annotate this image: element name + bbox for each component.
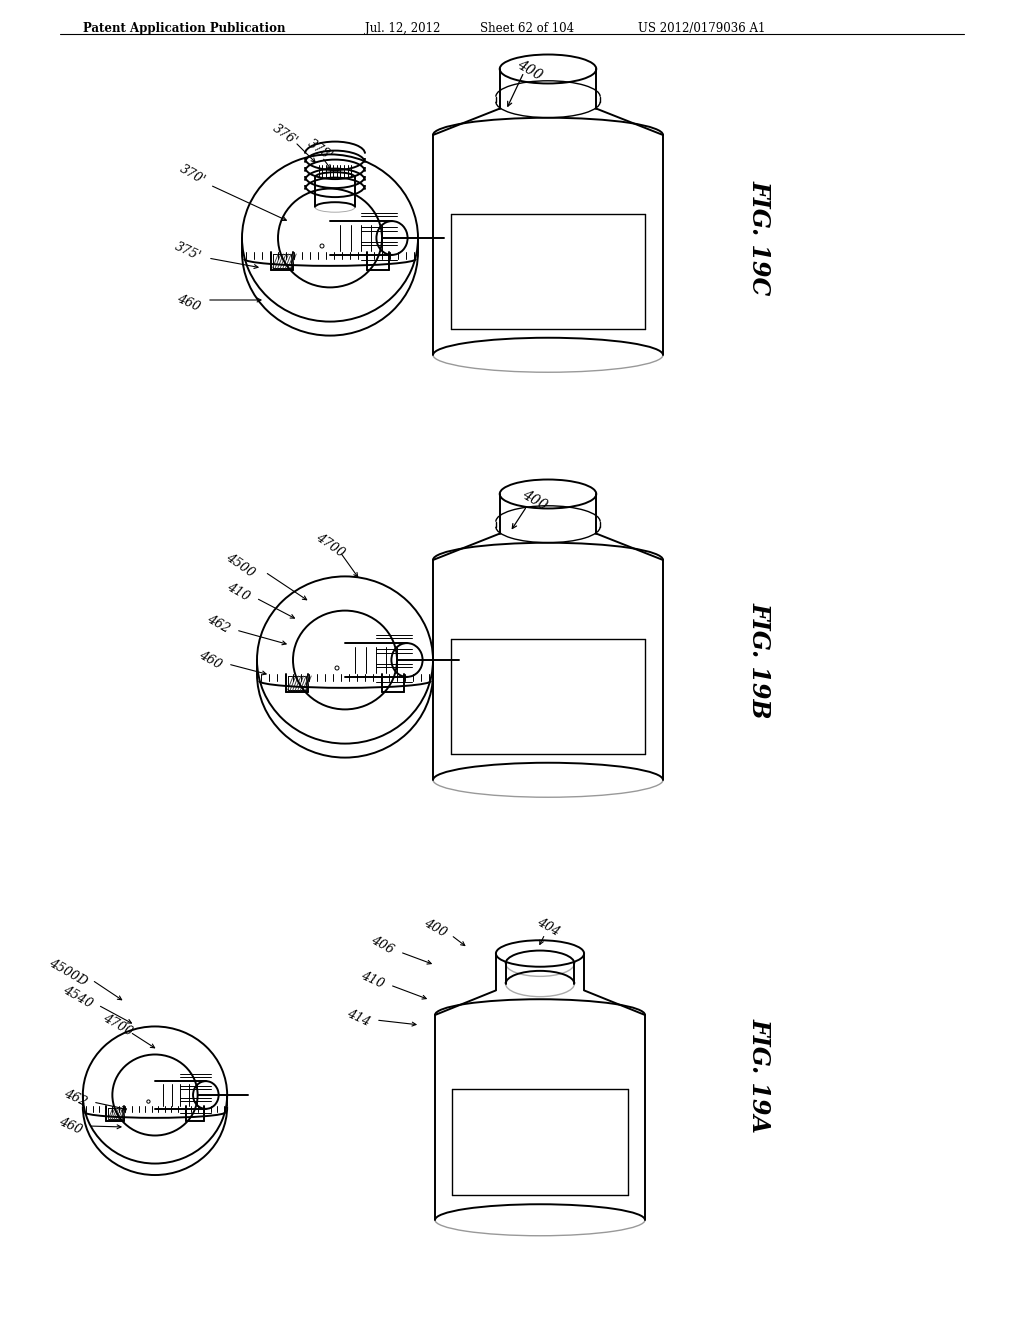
Text: 375': 375' (173, 240, 203, 264)
Text: 370': 370' (177, 162, 207, 187)
Text: FIG. 19A: FIG. 19A (748, 1018, 772, 1133)
Text: 400: 400 (421, 916, 449, 940)
Text: 414: 414 (344, 1007, 372, 1030)
Text: 410: 410 (224, 581, 252, 603)
Text: 400: 400 (515, 57, 545, 83)
Text: 378': 378' (305, 137, 335, 164)
Text: Jul. 12, 2012: Jul. 12, 2012 (365, 22, 440, 36)
Text: 462: 462 (61, 1088, 89, 1109)
Text: 4500D: 4500D (46, 956, 89, 989)
Text: Patent Application Publication: Patent Application Publication (83, 22, 286, 36)
Text: 410: 410 (358, 969, 386, 991)
Text: 4700: 4700 (313, 531, 347, 560)
Text: US 2012/0179036 A1: US 2012/0179036 A1 (638, 22, 765, 36)
Text: FIG. 19C: FIG. 19C (748, 181, 772, 296)
Text: 406: 406 (369, 933, 395, 957)
Text: 400: 400 (520, 487, 550, 512)
Text: 376': 376' (270, 121, 300, 148)
Text: FIG. 19B: FIG. 19B (748, 602, 772, 718)
Text: 404: 404 (535, 915, 561, 939)
Text: 4700: 4700 (101, 1011, 135, 1039)
Text: Sheet 62 of 104: Sheet 62 of 104 (480, 22, 574, 36)
Text: 4500: 4500 (223, 550, 257, 579)
Text: 462: 462 (205, 612, 231, 636)
Text: 460: 460 (197, 648, 223, 672)
Text: 460: 460 (56, 1115, 84, 1137)
Text: 460: 460 (174, 292, 202, 314)
Text: 4540: 4540 (60, 983, 95, 1011)
